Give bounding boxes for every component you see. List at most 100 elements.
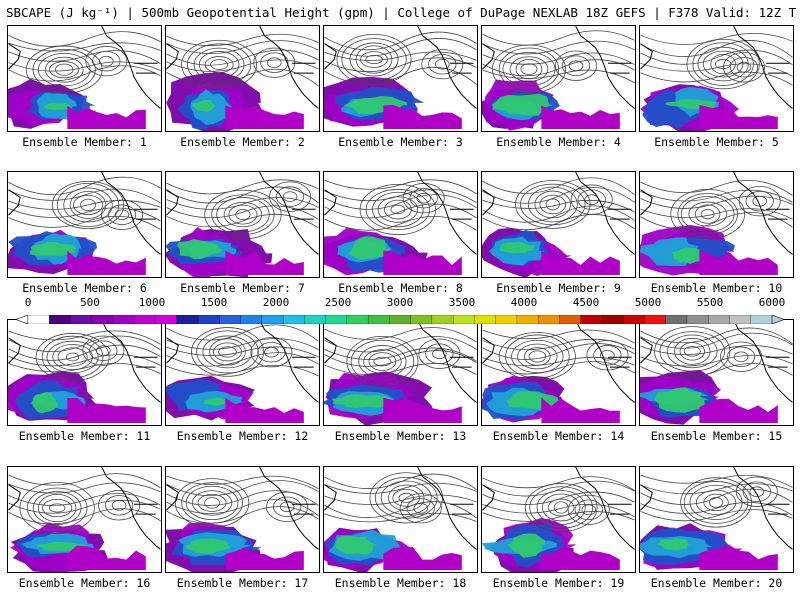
height-contours xyxy=(640,326,793,378)
ensemble-panel-6 xyxy=(7,171,162,278)
colorbar-swatch xyxy=(70,314,93,325)
cape-field xyxy=(640,523,778,571)
colorbar-tick-label: 5500 xyxy=(696,296,724,309)
forecast-map xyxy=(324,467,477,572)
colorbar-tick-label: 500 xyxy=(80,296,100,309)
colorbar-swatch xyxy=(452,314,475,325)
ensemble-panel-15 xyxy=(639,319,794,426)
coastlines xyxy=(482,26,635,109)
ensemble-member-label: Ensemble Member: 12 xyxy=(176,429,309,443)
ensemble-member-label: Ensemble Member: 3 xyxy=(338,135,463,149)
coastlines xyxy=(324,467,477,550)
coastlines xyxy=(324,320,477,403)
cape-field xyxy=(640,84,778,131)
colorbar-swatch xyxy=(474,314,497,325)
colorbar-swatch xyxy=(559,314,582,325)
height-contours xyxy=(8,330,161,381)
ensemble-member-label: Ensemble Member: 20 xyxy=(650,576,783,590)
forecast-map xyxy=(324,26,477,130)
colorbar-swatch xyxy=(729,314,752,325)
forecast-map xyxy=(640,320,793,425)
sbcape-colorbar xyxy=(15,309,785,325)
colorbar-tick-label: 2000 xyxy=(262,296,290,309)
ensemble-panel-17 xyxy=(165,466,320,573)
coastlines xyxy=(640,172,793,255)
ensemble-panel-13 xyxy=(323,319,478,426)
forecast-map xyxy=(482,467,635,572)
colorbar-swatch xyxy=(304,314,327,325)
coastlines xyxy=(640,467,793,550)
colorbar-swatch xyxy=(282,314,305,325)
ensemble-member-label: Ensemble Member: 10 xyxy=(650,281,783,295)
colorbar-tick-label: 6000 xyxy=(758,296,786,309)
height-contours xyxy=(166,179,319,240)
ensemble-member-label: Ensemble Member: 15 xyxy=(650,429,783,443)
colorbar-swatch xyxy=(708,314,730,325)
ensemble-member-label: Ensemble Member: 7 xyxy=(180,281,305,295)
ensemble-panel-8 xyxy=(323,171,478,278)
colorbar-swatch xyxy=(197,314,220,325)
colorbar-swatch xyxy=(176,314,199,325)
coastlines xyxy=(8,172,161,255)
ensemble-panel-14 xyxy=(481,319,636,426)
forecast-map xyxy=(324,320,477,425)
ensemble-member-label: Ensemble Member: 4 xyxy=(496,135,621,149)
map-title: SBCAPE (J kg⁻¹) | 500mb Geopotential Hei… xyxy=(6,5,796,20)
forecast-map xyxy=(324,172,477,276)
ensemble-member-label: Ensemble Member: 2 xyxy=(180,135,305,149)
forecast-map xyxy=(166,26,319,131)
coastlines xyxy=(324,26,477,109)
height-contours xyxy=(166,324,319,377)
forecast-map xyxy=(166,172,319,277)
cape-field xyxy=(482,517,620,572)
cape-field xyxy=(482,227,620,277)
height-contours xyxy=(324,327,477,388)
cape-field xyxy=(8,78,146,130)
forecast-map xyxy=(482,320,635,424)
colorbar-swatch xyxy=(49,314,71,325)
ensemble-panel-18 xyxy=(323,466,478,573)
colorbar-swatch xyxy=(389,314,412,325)
ensemble-panel-11 xyxy=(7,319,162,426)
colorbar-swatch xyxy=(665,314,688,325)
coastlines xyxy=(166,172,319,255)
coastlines xyxy=(8,26,161,109)
cape-field xyxy=(324,227,462,276)
height-contours xyxy=(482,476,635,532)
ensemble-panel-5 xyxy=(639,25,794,132)
ensemble-member-label: Ensemble Member: 5 xyxy=(654,135,779,149)
cape-field xyxy=(324,527,462,572)
ensemble-member-label: Ensemble Member: 16 xyxy=(18,576,151,590)
forecast-map xyxy=(640,26,793,131)
height-contours xyxy=(324,179,477,236)
ensemble-member-label: Ensemble Member: 14 xyxy=(492,429,625,443)
ensemble-panel-19 xyxy=(481,466,636,573)
ensemble-panel-12 xyxy=(165,319,320,426)
colorbar-tick-label: 3500 xyxy=(448,296,476,309)
colorbar-tick-label: 0 xyxy=(24,296,32,309)
height-contours xyxy=(482,30,635,94)
ensemble-panel-16 xyxy=(7,466,162,573)
cape-field xyxy=(8,229,146,276)
cape-field xyxy=(324,371,462,425)
height-contours xyxy=(324,31,477,86)
colorbar-swatch xyxy=(495,314,518,325)
height-contours xyxy=(640,180,793,240)
ensemble-member-label: Ensemble Member: 18 xyxy=(334,576,467,590)
colorbar-swatch xyxy=(325,314,348,325)
colorbar-swatch xyxy=(91,314,114,325)
height-contours xyxy=(482,329,635,381)
colorbar-swatch xyxy=(644,314,667,325)
forecast-map xyxy=(482,172,635,277)
colorbar-swatch xyxy=(601,314,624,325)
colorbar-swatch xyxy=(112,314,135,325)
ensemble-panel-7 xyxy=(165,171,320,278)
colorbar-swatch xyxy=(155,314,178,325)
colorbar-swatch xyxy=(261,314,284,325)
colorbar-swatch xyxy=(750,314,773,325)
height-contours xyxy=(8,473,161,534)
coastlines xyxy=(482,467,635,550)
height-contours xyxy=(166,475,319,528)
coastlines xyxy=(166,467,319,550)
colorbar-tick-label: 5000 xyxy=(634,296,662,309)
